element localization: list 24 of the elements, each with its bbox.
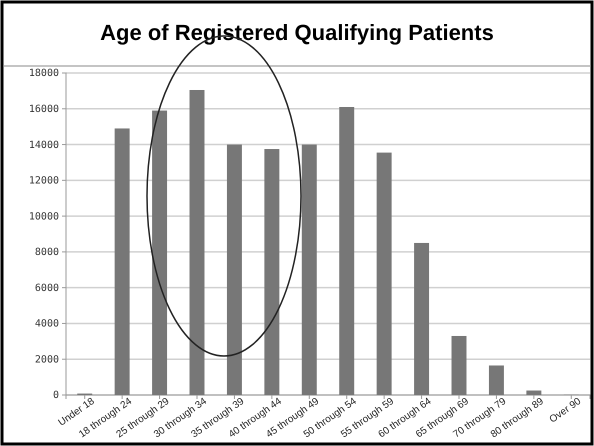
- x-tick-label: Over 90: [548, 396, 584, 426]
- bar: [488, 365, 504, 395]
- bar: [114, 128, 130, 395]
- y-tick-label: 12000: [28, 176, 59, 187]
- bar: [526, 390, 542, 395]
- bar: [376, 152, 392, 395]
- bar: [152, 110, 168, 395]
- bar: [339, 106, 354, 395]
- y-tick-label: 16000: [28, 104, 59, 115]
- y-tick-label: 6000: [34, 282, 59, 294]
- y-tick-label: 2000: [34, 354, 59, 366]
- bar: [452, 336, 466, 395]
- y-tick-label: 4000: [34, 318, 59, 330]
- y-tick-label: 14000: [28, 140, 59, 151]
- bar: [226, 144, 242, 395]
- chart-title: Age of Registered Qualifying Patients: [100, 20, 494, 45]
- bar: [414, 242, 430, 395]
- y-tick-label: 18000: [28, 68, 59, 80]
- bar: [190, 90, 204, 395]
- y-tick-label: 0: [52, 390, 59, 402]
- y-tick-label: 8000: [34, 247, 59, 258]
- bar: [264, 149, 280, 395]
- y-tick-label: 10000: [28, 211, 59, 222]
- bar: [302, 144, 317, 395]
